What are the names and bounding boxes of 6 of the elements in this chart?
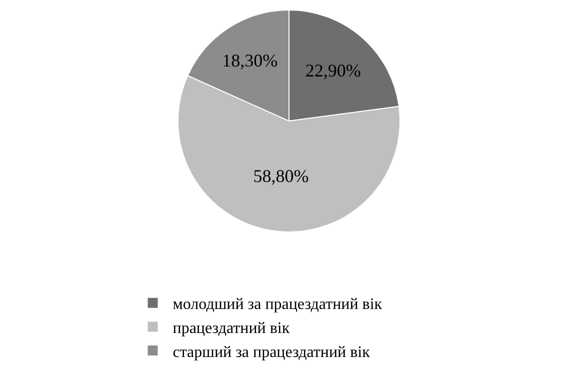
data-label: 18,30% [222, 50, 278, 71]
data-label: 58,80% [253, 166, 309, 186]
legend-label: старший за працездатний вік [172, 344, 370, 361]
data-label: 22,90% [305, 60, 361, 81]
legend-label: працездатний вік [172, 320, 290, 337]
legend-label: молодший за працездатний вік [172, 296, 382, 314]
